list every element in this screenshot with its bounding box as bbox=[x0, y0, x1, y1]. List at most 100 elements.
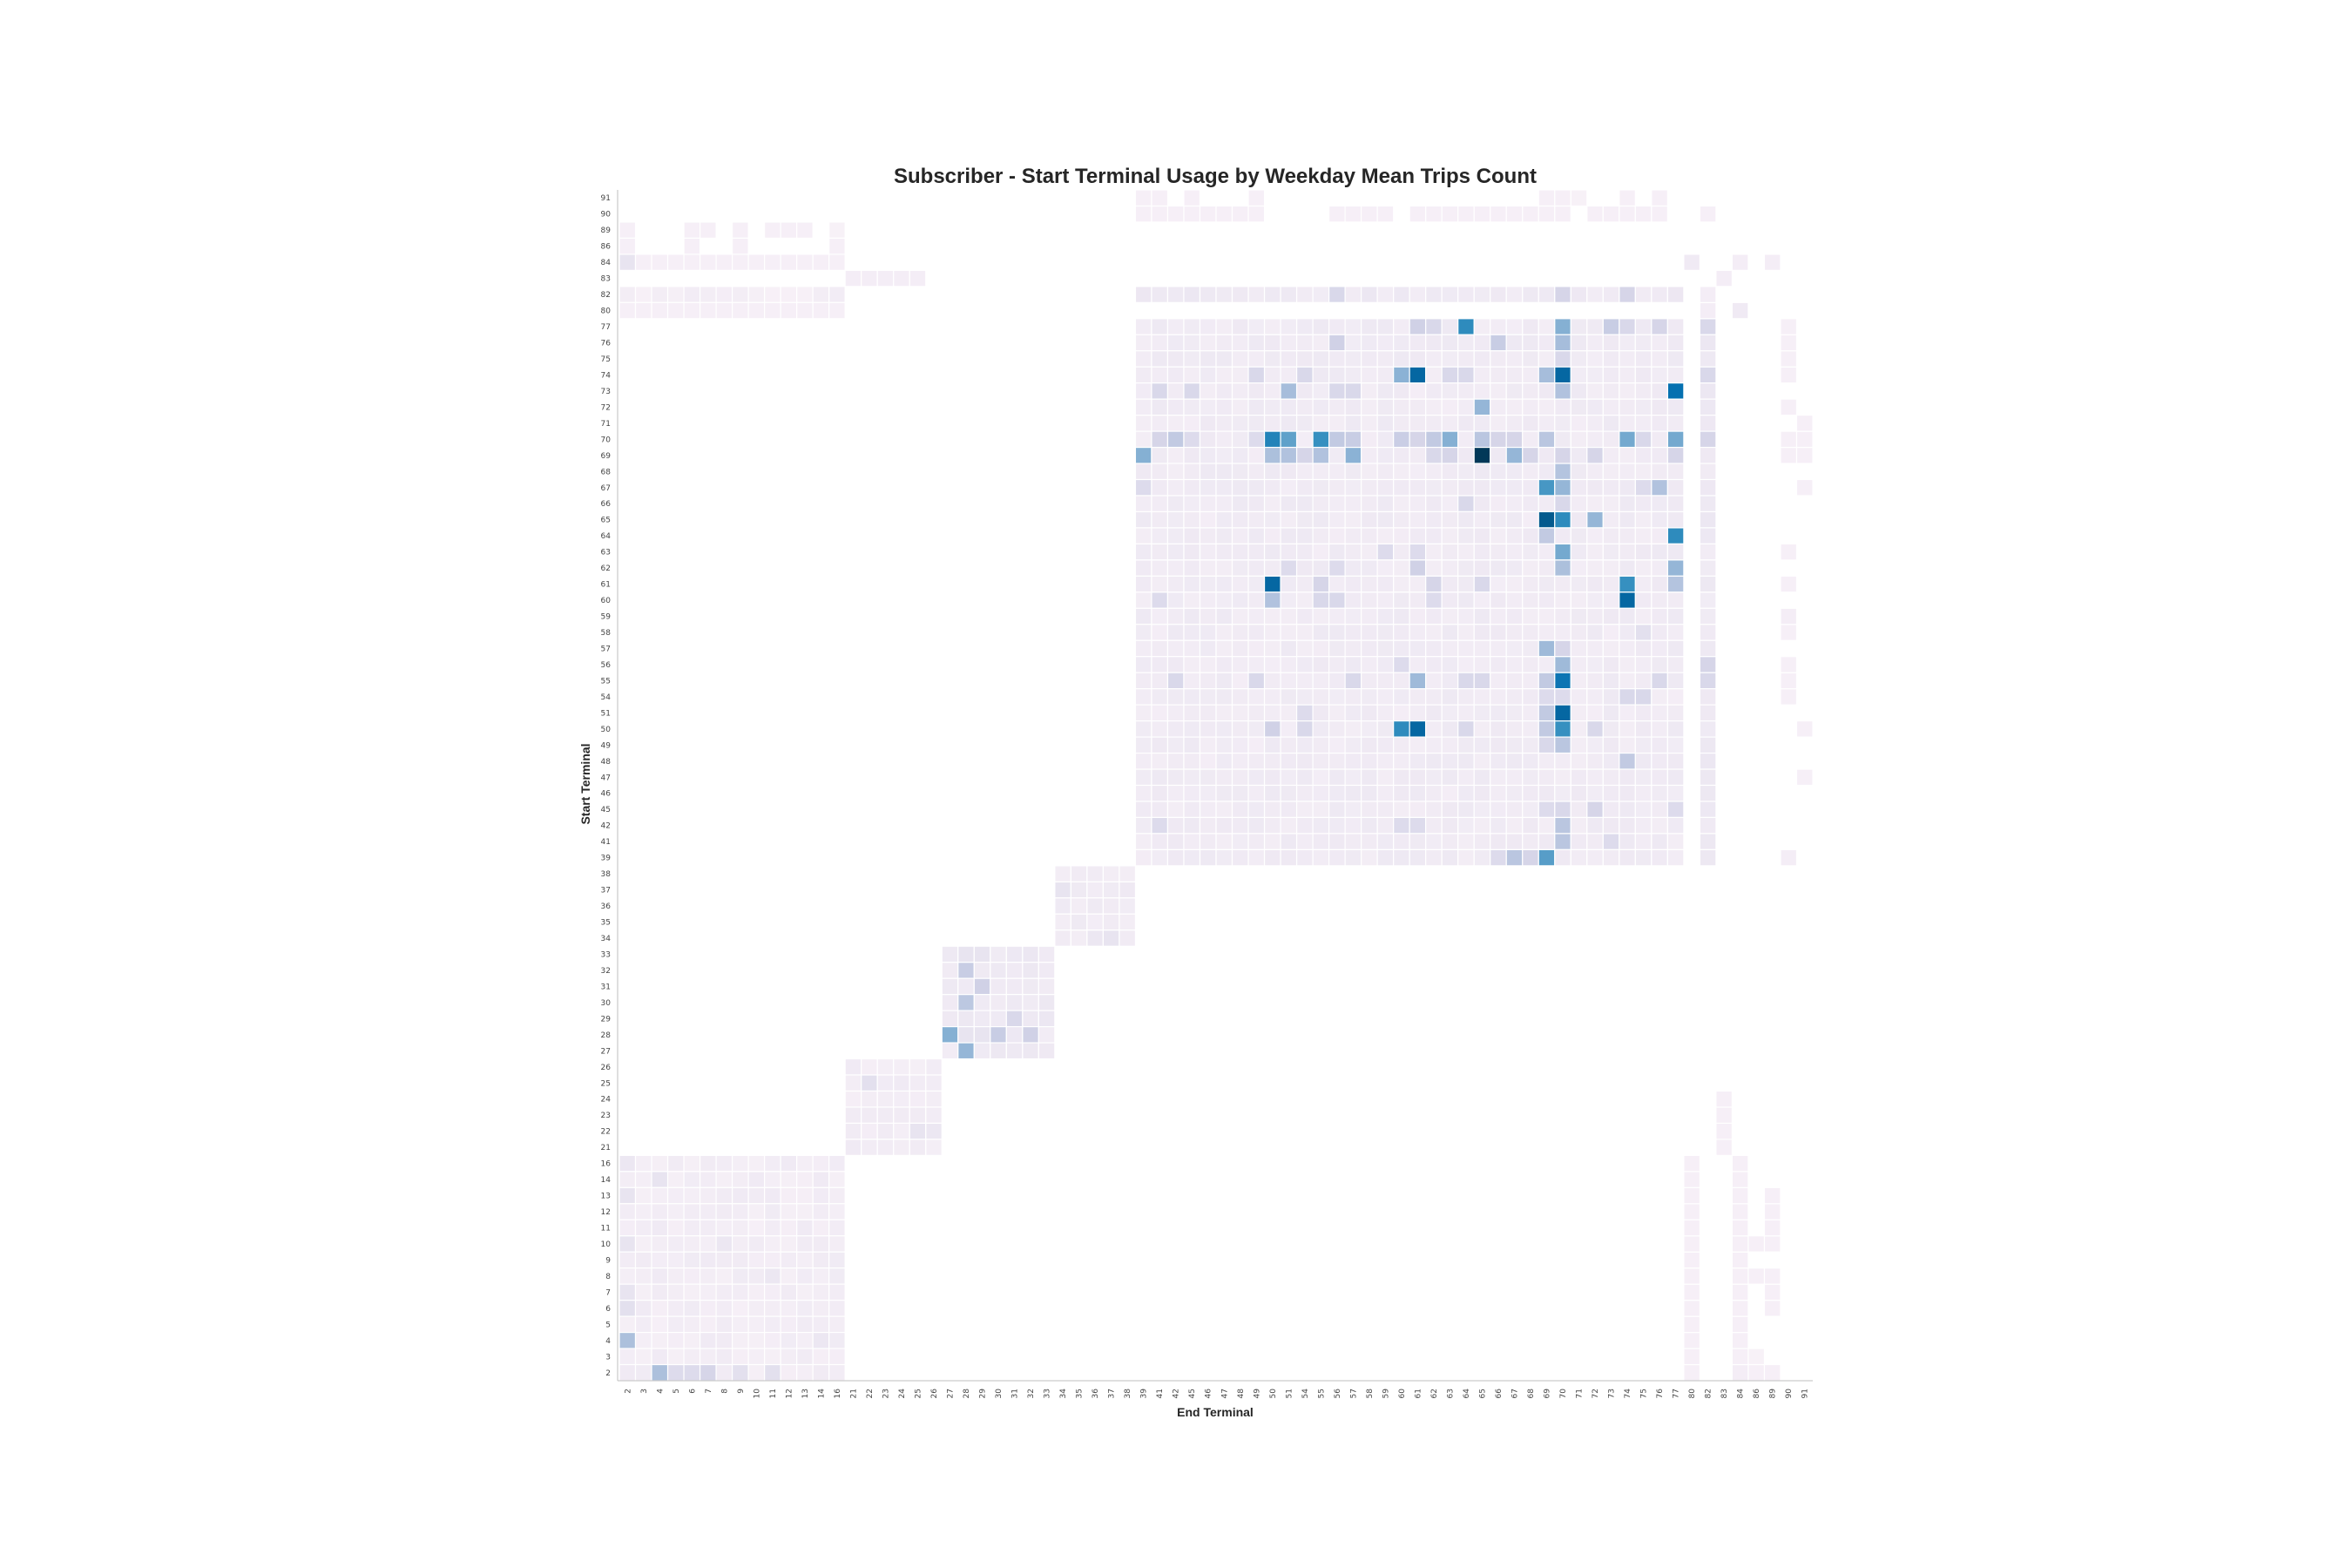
heatmap-cell bbox=[1344, 591, 1362, 609]
heatmap-cell bbox=[1409, 816, 1427, 835]
heatmap-cell bbox=[1473, 768, 1491, 787]
y-tick-label: 10 bbox=[601, 1240, 612, 1249]
heatmap-cell bbox=[812, 1300, 830, 1317]
heatmap-cell bbox=[1393, 495, 1410, 513]
heatmap-cell bbox=[1376, 736, 1395, 754]
y-tick-label: 28 bbox=[601, 1031, 612, 1040]
heatmap-cell bbox=[1054, 865, 1071, 882]
heatmap-cell bbox=[1134, 768, 1152, 787]
heatmap-cell bbox=[1666, 784, 1685, 802]
heatmap-cell bbox=[683, 286, 701, 303]
heatmap-cell bbox=[828, 301, 846, 320]
heatmap-cell bbox=[1151, 463, 1169, 481]
heatmap-cell bbox=[1505, 720, 1524, 738]
heatmap-cell bbox=[1166, 848, 1185, 867]
heatmap-cell bbox=[699, 253, 717, 271]
heatmap-cell bbox=[1586, 639, 1604, 658]
heatmap-cell bbox=[1602, 736, 1620, 754]
heatmap-cell bbox=[1602, 559, 1620, 577]
heatmap-cell bbox=[1554, 688, 1571, 706]
heatmap-cell bbox=[1263, 591, 1281, 609]
heatmap-cell bbox=[828, 1235, 846, 1253]
heatmap-cell bbox=[651, 1348, 669, 1366]
heatmap-cell bbox=[1490, 415, 1507, 432]
heatmap-cell bbox=[1409, 446, 1427, 464]
heatmap-cell bbox=[1263, 607, 1281, 625]
heatmap-cell bbox=[747, 1315, 766, 1334]
y-tick-label: 89 bbox=[601, 226, 612, 235]
heatmap-cell bbox=[1602, 768, 1620, 787]
heatmap-cell bbox=[1490, 848, 1507, 867]
heatmap-cell bbox=[1441, 446, 1459, 464]
heatmap-cell bbox=[1554, 446, 1571, 464]
heatmap-cell bbox=[1393, 527, 1410, 544]
heatmap-cell bbox=[1554, 430, 1571, 449]
heatmap-cell bbox=[1393, 463, 1410, 481]
heatmap-cell bbox=[1651, 575, 1668, 593]
heatmap-cell bbox=[1151, 366, 1169, 384]
y-tick-label: 57 bbox=[601, 645, 611, 653]
heatmap-cell bbox=[1602, 784, 1620, 802]
heatmap-cell bbox=[1183, 768, 1201, 787]
heatmap-cell bbox=[796, 1283, 814, 1301]
heatmap-cell bbox=[1602, 672, 1620, 690]
heatmap-cell bbox=[1473, 752, 1491, 770]
heatmap-cell bbox=[1473, 205, 1491, 223]
heatmap-cell bbox=[1393, 752, 1410, 770]
heatmap-cell bbox=[1151, 430, 1169, 449]
heatmap-cell bbox=[1199, 334, 1217, 352]
x-tick-label: 30 bbox=[995, 1389, 1004, 1399]
heatmap-cell bbox=[1699, 334, 1717, 352]
heatmap-cell bbox=[634, 1154, 652, 1173]
heatmap-cell bbox=[1215, 510, 1233, 529]
heatmap-cell bbox=[990, 945, 1007, 963]
heatmap-cell bbox=[1409, 768, 1427, 787]
y-tick-label: 45 bbox=[601, 806, 611, 814]
heatmap-cell bbox=[1054, 897, 1071, 915]
heatmap-cell bbox=[1183, 350, 1201, 368]
heatmap-cell bbox=[651, 253, 669, 271]
heatmap-cell bbox=[1795, 430, 1814, 449]
heatmap-cell bbox=[1280, 591, 1298, 609]
heatmap-cell bbox=[1247, 463, 1266, 481]
heatmap-cell bbox=[715, 301, 733, 320]
heatmap-cell bbox=[1425, 478, 1443, 497]
heatmap-cell bbox=[1215, 688, 1233, 706]
heatmap-cell bbox=[1570, 527, 1588, 544]
heatmap-cell bbox=[1619, 382, 1636, 400]
heatmap-cell bbox=[1215, 833, 1233, 850]
heatmap-cell bbox=[1280, 624, 1298, 641]
heatmap-cell bbox=[666, 1363, 685, 1382]
heatmap-cell bbox=[1651, 833, 1668, 850]
heatmap-cell bbox=[780, 221, 798, 240]
heatmap-cell bbox=[1231, 768, 1249, 787]
heatmap-cell bbox=[1409, 510, 1427, 529]
y-tick-labels: 9190898684838280777675747372717069686766… bbox=[601, 194, 612, 1378]
heatmap-cell bbox=[1183, 559, 1201, 577]
heatmap-cell bbox=[1586, 752, 1604, 770]
x-tick-label: 64 bbox=[1463, 1389, 1471, 1399]
heatmap-cell bbox=[1554, 768, 1571, 787]
heatmap-cell bbox=[1619, 752, 1636, 770]
heatmap-cell bbox=[1715, 1106, 1734, 1125]
heatmap-cell bbox=[1312, 784, 1330, 802]
heatmap-cell bbox=[1457, 656, 1475, 673]
heatmap-cell bbox=[1473, 446, 1491, 464]
heatmap-cell bbox=[1166, 768, 1185, 787]
heatmap-cell bbox=[1538, 543, 1556, 561]
heatmap-cell bbox=[1570, 398, 1588, 416]
heatmap-cell bbox=[651, 1171, 669, 1188]
heatmap-cell bbox=[1683, 1315, 1701, 1334]
heatmap-cell bbox=[893, 1090, 910, 1108]
heatmap-cell bbox=[1634, 736, 1652, 754]
heatmap-cell bbox=[1263, 350, 1281, 368]
heatmap-cell bbox=[699, 1171, 717, 1188]
heatmap-cell bbox=[1651, 446, 1668, 464]
heatmap-cell bbox=[1538, 591, 1556, 609]
heatmap-cell bbox=[1683, 1251, 1701, 1269]
heatmap-cell bbox=[731, 1300, 749, 1317]
heatmap-cell bbox=[1361, 833, 1378, 850]
heatmap-cell bbox=[1651, 286, 1668, 303]
heatmap-cell bbox=[1393, 559, 1410, 577]
heatmap-cell bbox=[812, 1203, 830, 1220]
